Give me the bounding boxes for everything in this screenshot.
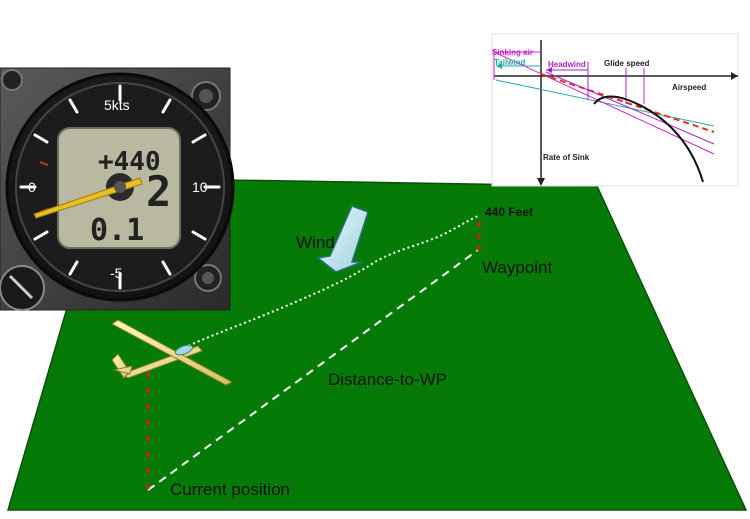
speed-polar-chart: Sinking air Tailwind Headwind Glide spee… [491, 33, 739, 187]
glide-speed-label: Glide speed [604, 59, 649, 68]
scale-left-label: 0 [28, 179, 36, 195]
flight-path [174, 215, 479, 353]
scale-bottom-label: -5 [110, 265, 123, 281]
headwind-label: Headwind [548, 60, 586, 69]
altitude-readout: +440 [98, 147, 161, 177]
screw-icon [1, 69, 23, 91]
screw-icon [191, 81, 221, 111]
average-readout: 0.1 [90, 213, 144, 248]
wind-label: Wind [296, 233, 335, 252]
altitude-label: 440 Feet [485, 205, 533, 219]
rate-of-sink-label: Rate of Sink [543, 153, 590, 162]
airspeed-label: Airspeed [672, 83, 706, 92]
screw-icon [194, 264, 222, 292]
scale-right-label: 10 [192, 179, 208, 195]
waypoint-label: Waypoint [482, 258, 553, 277]
knob-icon [0, 265, 45, 311]
distance-line [147, 249, 479, 491]
variometer-gauge: 5kts 0 10 -5 +440 2 0.1 [0, 67, 235, 311]
current-position-label: Current position [170, 480, 290, 499]
wind-arrow [316, 205, 369, 273]
polar-curve [593, 95, 704, 183]
distance-label: Distance-to-WP [328, 370, 447, 389]
tailwind-label: Tailwind [494, 58, 526, 67]
glider-icon [111, 319, 234, 386]
sinking-air-label: Sinking air [492, 48, 533, 57]
big-digit-readout: 2 [146, 167, 171, 216]
scale-top-label: 5kts [104, 97, 130, 113]
